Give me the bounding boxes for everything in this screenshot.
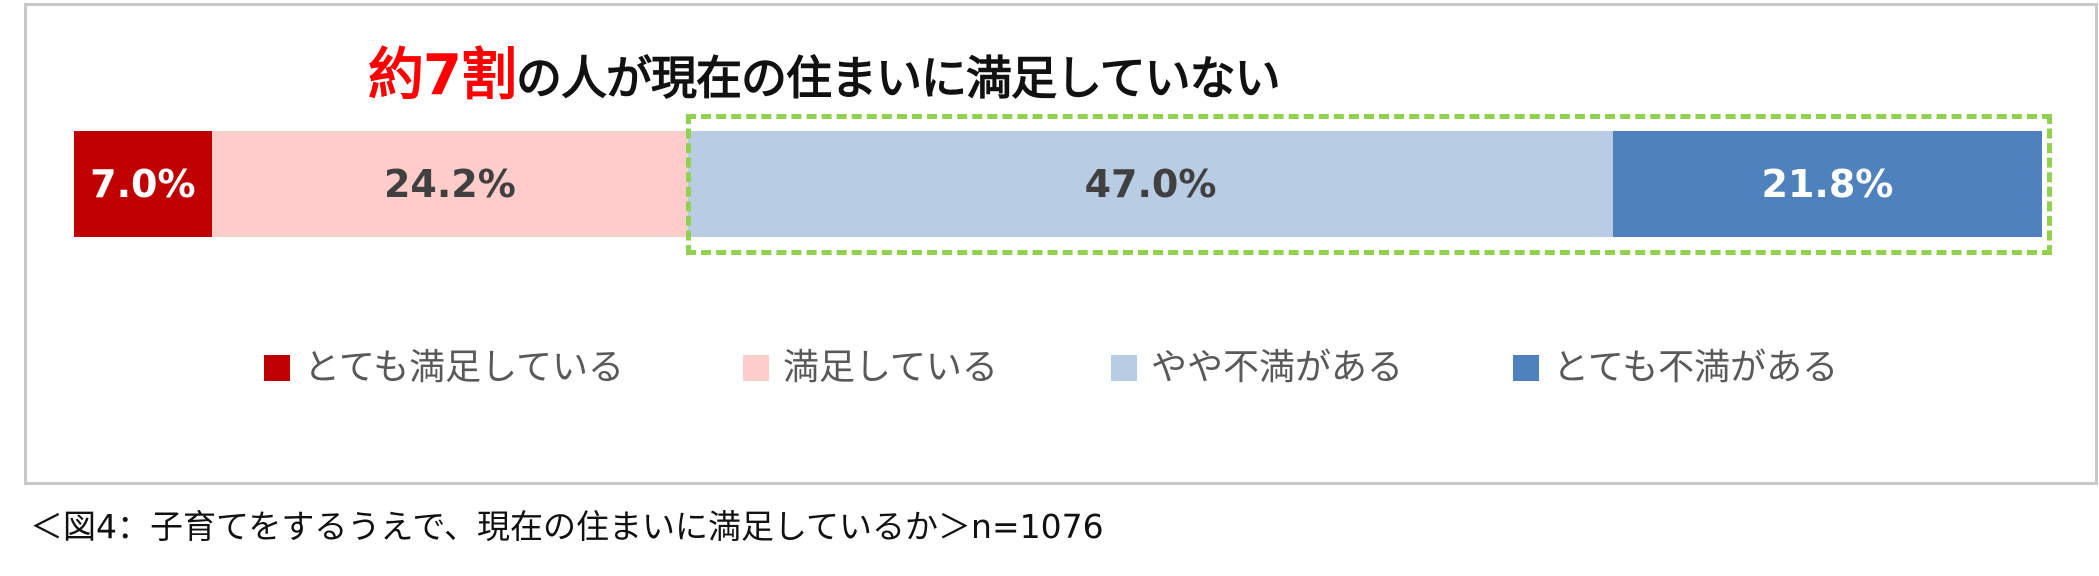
- data-label: 24.2%: [383, 162, 516, 206]
- data-label: 7.0%: [90, 162, 196, 206]
- bar-segment: 24.2%: [211, 131, 688, 237]
- legend-swatch: [1111, 355, 1137, 381]
- legend-swatch: [743, 355, 769, 381]
- data-label: 21.8%: [1761, 162, 1894, 206]
- bar-segment: 47.0%: [688, 131, 1613, 237]
- legend-label: とても満足している: [304, 347, 625, 388]
- highlight-dashed-box: [686, 114, 2052, 255]
- bar-segment: 7.0%: [74, 131, 212, 237]
- title-rest: の人が現在の住まいに満足していない: [515, 51, 1281, 105]
- legend-label: やや不満がある: [1151, 347, 1404, 388]
- chart-frame: [24, 3, 2098, 485]
- legend-item: 満足している: [743, 338, 998, 390]
- legend-swatch: [264, 355, 290, 381]
- stacked-bar: 7.0% 24.2% 47.0% 21.8%: [74, 131, 2042, 237]
- data-label: 47.0%: [1084, 162, 1217, 206]
- bar-segment: 21.8%: [1612, 131, 2042, 237]
- legend-item: とても不満がある: [1513, 338, 1838, 390]
- legend-swatch: [1513, 355, 1539, 381]
- chart-title: 約7割の人が現在の住まいに満足していない: [368, 30, 1281, 111]
- figure-caption: ＜図4：子育てをするうえで、現在の住まいに満足しているか＞n=1076: [30, 507, 1104, 546]
- legend: とても満足している 満足している やや不満がある とても不満がある: [0, 338, 2099, 388]
- legend-label: 満足している: [783, 347, 998, 388]
- legend-item: やや不満がある: [1111, 338, 1403, 390]
- legend-item: とても満足している: [264, 338, 624, 390]
- legend-label: とても不満がある: [1553, 347, 1839, 388]
- title-highlight: 約7割: [368, 43, 517, 108]
